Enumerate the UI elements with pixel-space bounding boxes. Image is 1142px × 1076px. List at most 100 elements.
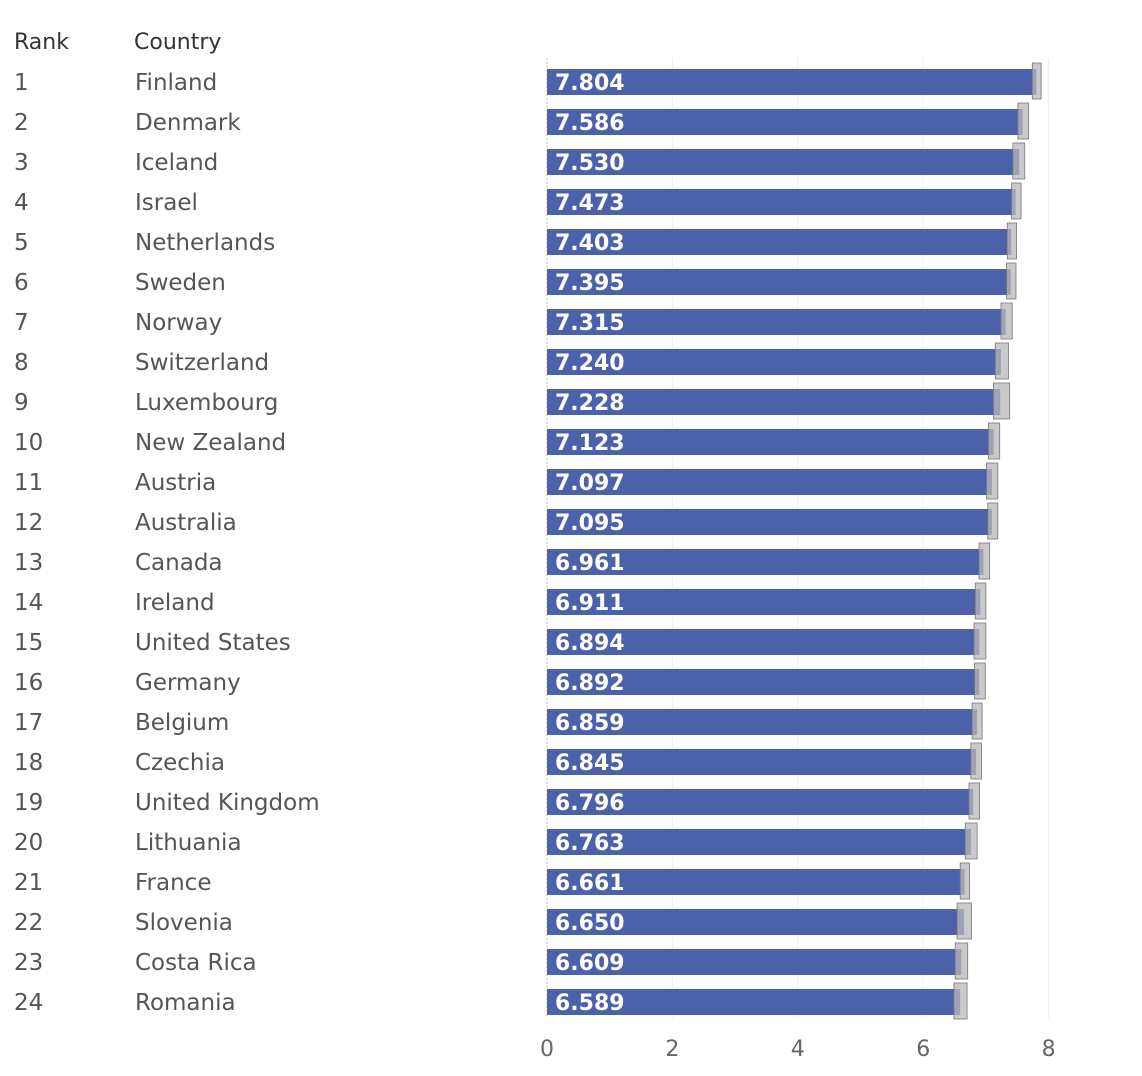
bar (547, 429, 994, 455)
bar (547, 509, 992, 535)
confidence-interval (971, 702, 983, 740)
rank-label: 5 (14, 230, 29, 256)
country-label: Finland (135, 70, 217, 96)
confidence-interval (970, 742, 982, 780)
value-label: 6.859 (555, 711, 625, 736)
country-label: Lithuania (135, 830, 242, 856)
bar (547, 789, 974, 815)
rank-label: 8 (14, 350, 29, 376)
bar (547, 949, 962, 975)
country-label: Costa Rica (135, 950, 257, 976)
country-label: New Zealand (135, 430, 286, 456)
rank-label: 17 (14, 710, 43, 736)
value-label: 6.650 (555, 911, 625, 936)
country-label: Denmark (135, 110, 241, 136)
bar (547, 269, 1011, 295)
country-label: Czechia (135, 750, 225, 776)
x-tick-label: 2 (665, 1037, 679, 1062)
rank-label: 18 (14, 750, 43, 776)
country-label: Iceland (135, 150, 218, 176)
value-label: 6.911 (555, 591, 625, 616)
value-label: 6.609 (555, 951, 625, 976)
x-tick-label: 4 (791, 1037, 805, 1062)
bar (547, 389, 1001, 415)
rank-label: 9 (14, 390, 29, 416)
confidence-interval (964, 822, 978, 860)
bar (547, 69, 1037, 95)
confidence-interval (953, 982, 968, 1020)
confidence-interval (978, 542, 991, 580)
confidence-interval (1006, 222, 1018, 260)
bar (547, 589, 981, 615)
bar (547, 989, 961, 1015)
x-tick-label: 8 (1042, 1037, 1056, 1062)
confidence-interval (954, 942, 969, 980)
bar (547, 469, 992, 495)
value-label: 7.095 (555, 511, 625, 536)
bar (547, 349, 1001, 375)
country-label: Switzerland (135, 350, 269, 376)
country-label: Romania (135, 990, 236, 1016)
confidence-interval (994, 342, 1009, 380)
confidence-interval (1012, 142, 1026, 180)
confidence-interval (993, 382, 1011, 420)
confidence-interval (974, 662, 986, 700)
rank-label: 6 (14, 270, 29, 296)
value-label: 7.530 (555, 151, 625, 176)
rank-label: 15 (14, 630, 43, 656)
country-label: United States (135, 630, 291, 656)
rank-label: 16 (14, 670, 43, 696)
rank-label: 21 (14, 870, 43, 896)
country-label: France (135, 870, 211, 896)
country-label: Sweden (135, 270, 226, 296)
value-label: 7.240 (555, 351, 625, 376)
bar (547, 909, 964, 935)
confidence-interval (1011, 182, 1022, 220)
value-label: 6.589 (555, 991, 625, 1016)
value-label: 7.403 (555, 231, 625, 256)
bar (547, 869, 965, 895)
confidence-interval (974, 582, 987, 620)
country-label: Netherlands (135, 230, 275, 256)
confidence-interval (968, 782, 981, 820)
rank-label: 24 (14, 990, 43, 1016)
confidence-interval (1000, 302, 1013, 340)
rank-label: 3 (14, 150, 29, 176)
rank-label: 22 (14, 910, 43, 936)
value-label: 6.796 (555, 791, 625, 816)
rank-label: 13 (14, 550, 43, 576)
country-label: Israel (135, 190, 198, 216)
country-label: United Kingdom (135, 790, 320, 816)
x-tick-label: 0 (540, 1037, 554, 1062)
bar (547, 669, 980, 695)
rank-label: 4 (14, 190, 29, 216)
rank-label: 23 (14, 950, 43, 976)
rank-label: 14 (14, 590, 43, 616)
bar (547, 749, 977, 775)
bar (547, 189, 1016, 215)
value-label: 7.228 (555, 391, 625, 416)
value-label: 7.804 (555, 71, 625, 96)
value-label: 6.894 (555, 631, 625, 656)
confidence-interval (959, 862, 970, 900)
country-label: Austria (135, 470, 216, 496)
rank-label: 19 (14, 790, 43, 816)
country-label: Australia (135, 510, 237, 536)
value-label: 7.586 (555, 111, 625, 136)
value-label: 6.661 (555, 871, 625, 896)
value-label: 7.473 (555, 191, 625, 216)
value-label: 7.395 (555, 271, 625, 296)
bar (547, 149, 1020, 175)
country-label: Belgium (135, 710, 229, 736)
rank-label: 10 (14, 430, 43, 456)
confidence-interval (1006, 262, 1017, 300)
value-label: 6.845 (555, 751, 625, 776)
bar (547, 629, 980, 655)
bar (547, 229, 1012, 255)
value-label: 6.892 (555, 671, 625, 696)
country-label: Canada (135, 550, 223, 576)
country-label: Norway (135, 310, 222, 336)
bar (547, 829, 972, 855)
